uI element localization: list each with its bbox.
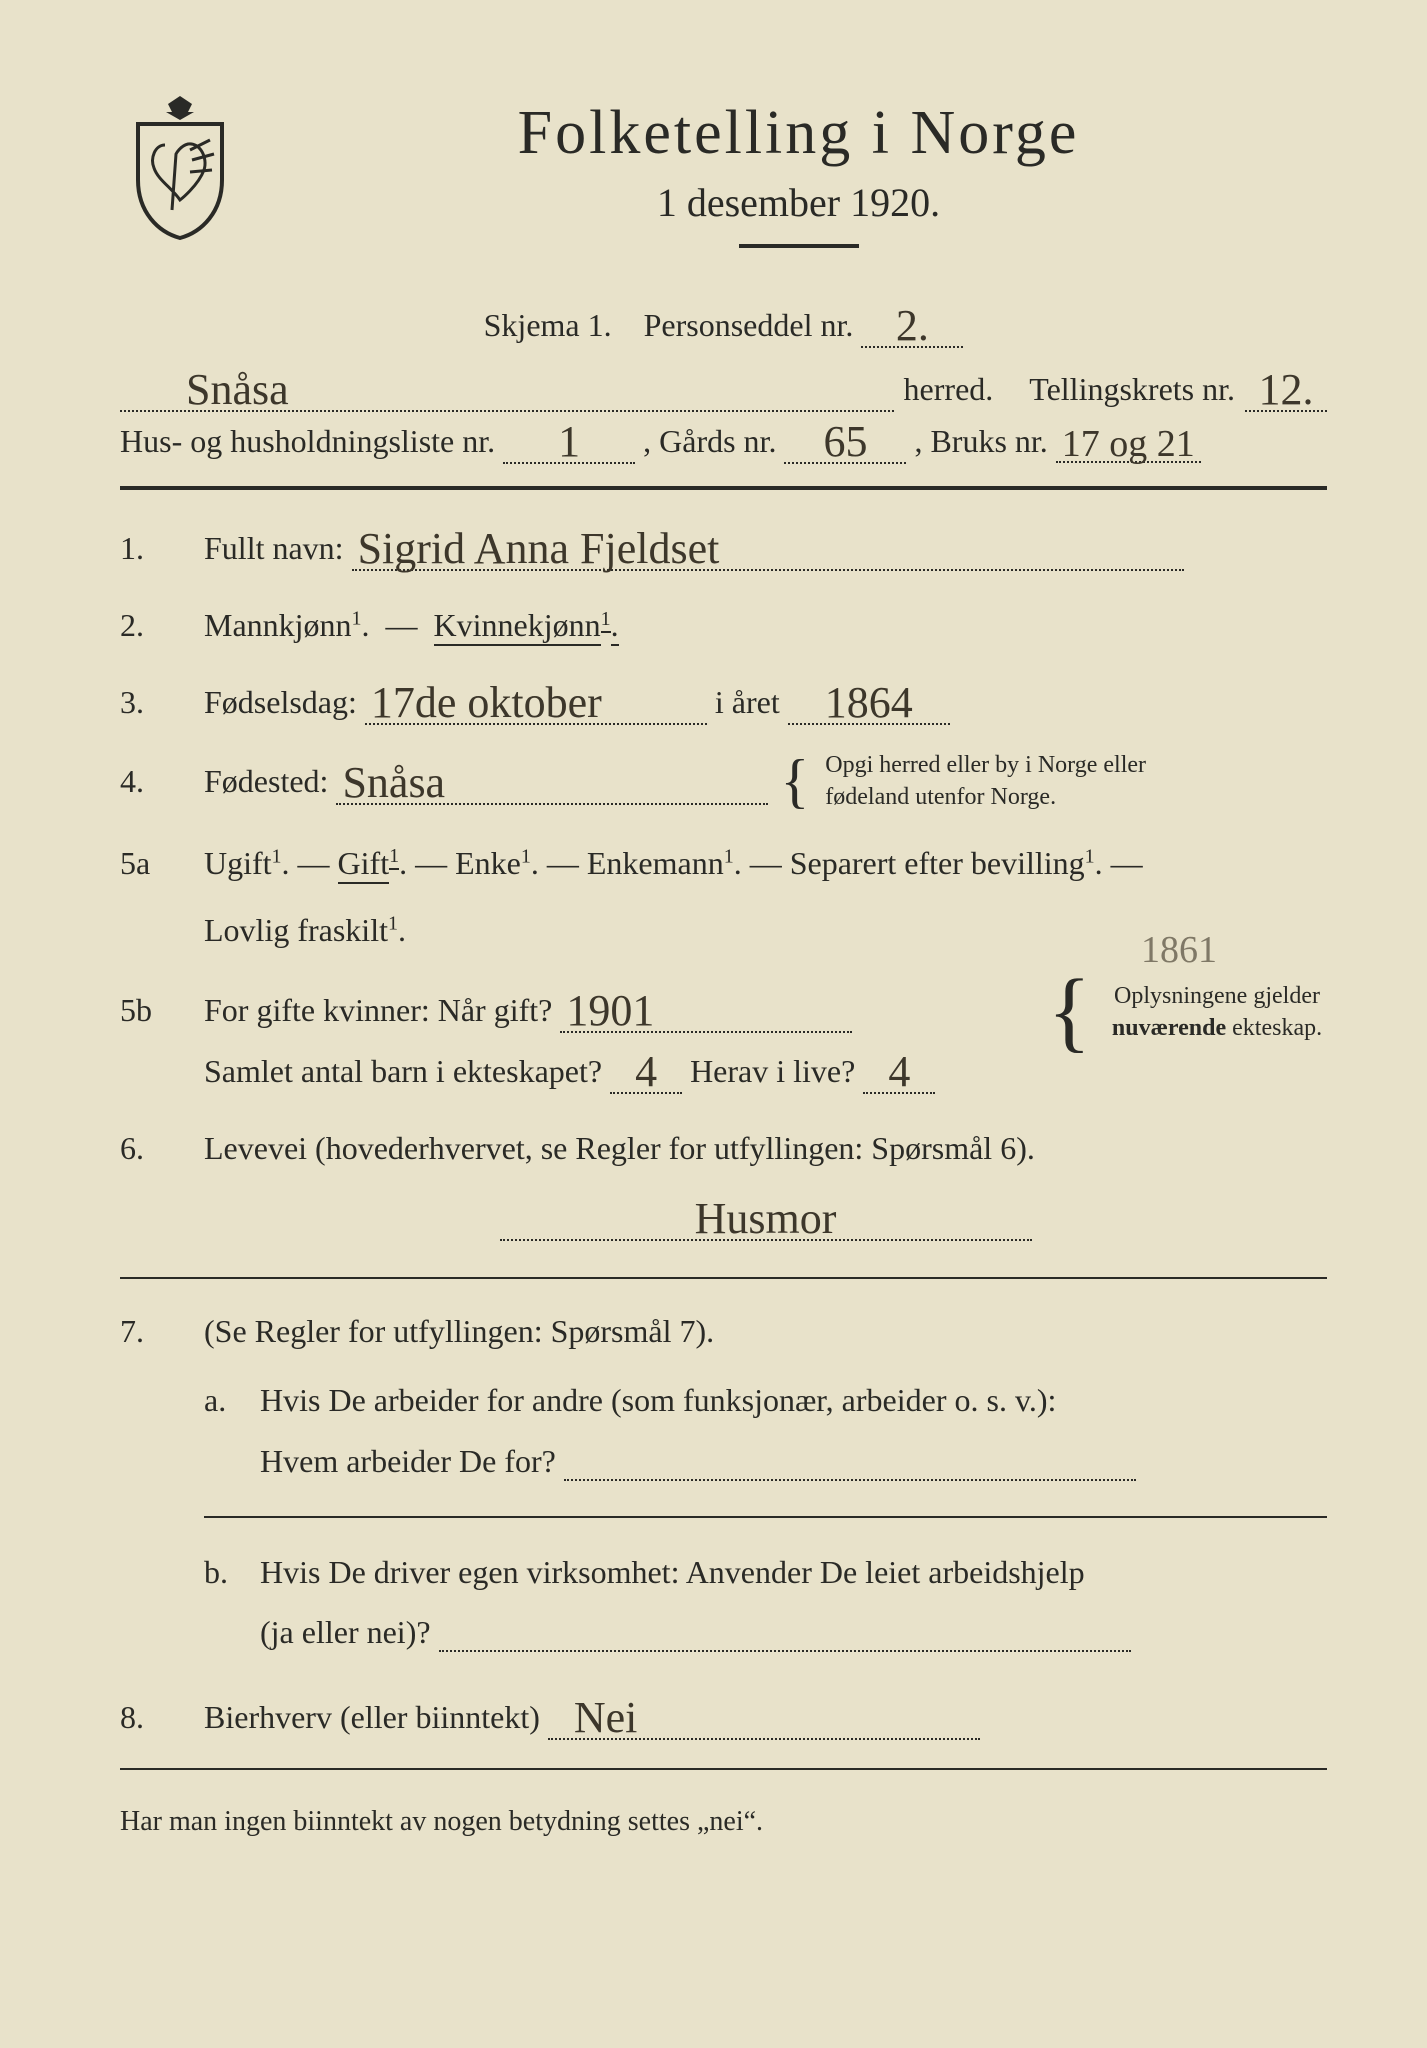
q5b-children: 4 xyxy=(635,1050,657,1094)
q3-label: Fødselsdag: xyxy=(204,684,357,720)
skjema-line: Skjema 1. Personseddel nr. 2. xyxy=(120,294,1327,356)
q3-day: 17de oktober xyxy=(371,681,602,725)
q6-num: 6. xyxy=(120,1118,178,1179)
q5b-line1a: For gifte kvinner: Når gift? xyxy=(204,992,552,1028)
herred-row: Snåsa herred. Tellingskrets nr. 12. xyxy=(120,364,1327,412)
q5b-alive: 4 xyxy=(888,1050,910,1094)
divider-thin xyxy=(120,1277,1327,1279)
q8: 8. Bierhverv (eller biinntekt) Nei xyxy=(120,1687,1327,1748)
q1-num: 1. xyxy=(120,518,178,579)
q1-value: Sigrid Anna Fjeldset xyxy=(358,527,720,571)
q5a-opt-enke: Enke xyxy=(455,845,521,881)
q5a-opt-separert: Separert efter bevilling xyxy=(790,845,1085,881)
husliste-label: Hus- og husholdningsliste nr. xyxy=(120,423,495,460)
coat-of-arms-icon xyxy=(120,90,240,240)
personseddel-nr: 2. xyxy=(896,304,929,348)
q5a-opt-fraskilt: Lovlig fraskilt xyxy=(204,912,388,948)
q6-label: Levevei (hovederhvervet, se Regler for u… xyxy=(204,1130,1035,1166)
tellingskrets-label: Tellingskrets nr. xyxy=(1029,371,1235,408)
divider-thin xyxy=(204,1516,1327,1518)
q7-label: (Se Regler for utfyllingen: Spørsmål 7). xyxy=(204,1301,1327,1362)
husliste-nr: 1 xyxy=(558,420,580,464)
q5b-note: Oplysningene gjelder nuværende ekteskap. xyxy=(1107,980,1327,1045)
q6: 6. Levevei (hovederhvervet, se Regler fo… xyxy=(120,1118,1327,1258)
bruks-label: , Bruks nr. xyxy=(914,423,1047,460)
hus-row: Hus- og husholdningsliste nr. 1 , Gårds … xyxy=(120,416,1327,464)
title-rule xyxy=(739,244,859,248)
q5b: 5b For gifte kvinner: Når gift? 1901 Sam… xyxy=(120,980,1327,1102)
q6-value: Husmor xyxy=(695,1197,837,1241)
q7-num: 7. xyxy=(120,1301,178,1362)
q7b-text1: Hvis De driver egen virksomhet: Anvender… xyxy=(260,1542,1327,1603)
q7a: a. Hvis De arbeider for andre (som funks… xyxy=(204,1370,1327,1492)
q3-num: 3. xyxy=(120,672,178,733)
header: Folketelling i Norge 1 desember 1920. xyxy=(120,90,1327,284)
q7a-letter: a. xyxy=(204,1370,240,1492)
q4-value: Snåsa xyxy=(342,761,445,805)
q8-label: Bierhverv (eller biinntekt) xyxy=(204,1699,540,1735)
q4-num: 4. xyxy=(120,751,178,812)
gards-nr: 65 xyxy=(823,420,867,464)
q7: 7. (Se Regler for utfyllingen: Spørsmål … xyxy=(120,1301,1327,1671)
q2-kvinne: Kvinnekjønn xyxy=(434,607,601,646)
personseddel-label: Personseddel nr. xyxy=(644,307,854,343)
bruks-nr: 17 og 21 xyxy=(1062,425,1195,463)
herred-value: Snåsa xyxy=(126,368,289,412)
gards-label: , Gårds nr. xyxy=(643,423,776,460)
q5b-line2b: Herav i live? xyxy=(690,1053,855,1089)
q1-label: Fullt navn: xyxy=(204,530,344,566)
q4-note: Opgi herred eller by i Norge eller fødel… xyxy=(825,749,1205,814)
q2-mann: Mannkjønn xyxy=(204,607,352,643)
q5a-opt-ugift: Ugift xyxy=(204,845,272,881)
q5b-num: 5b xyxy=(120,980,178,1041)
title-block: Folketelling i Norge 1 desember 1920. xyxy=(270,90,1327,284)
q5b-line2a: Samlet antal barn i ekteskapet? xyxy=(204,1053,602,1089)
herred-label: herred. xyxy=(904,371,994,408)
q4: 4. Fødested: Snåsa { Opgi herred eller b… xyxy=(120,749,1327,814)
annotation-year: 1861 xyxy=(1141,928,1217,972)
q5a-opt-enkemann: Enkemann xyxy=(587,845,724,881)
census-form-page: Folketelling i Norge 1 desember 1920. Sk… xyxy=(0,0,1427,2048)
q1: 1. Fullt navn: Sigrid Anna Fjeldset xyxy=(120,518,1327,579)
q7b-text2: (ja eller nei)? xyxy=(260,1614,431,1650)
q7b-letter: b. xyxy=(204,1542,240,1664)
q7b: b. Hvis De driver egen virksomhet: Anven… xyxy=(204,1542,1327,1664)
tellingskrets-nr: 12. xyxy=(1259,368,1314,412)
q2-num: 2. xyxy=(120,595,178,656)
q3: 3. Fødselsdag: 17de oktober i året 1864 xyxy=(120,672,1327,733)
q8-value: Nei xyxy=(554,1696,638,1740)
q5a-opt-gift: Gift xyxy=(338,845,390,884)
q7a-text2: Hvem arbeider De for? xyxy=(260,1443,556,1479)
divider-thin xyxy=(120,1768,1327,1770)
q5b-year: 1901 xyxy=(566,989,654,1033)
q4-label: Fødested: xyxy=(204,751,328,812)
skjema-label: Skjema 1. xyxy=(484,307,612,343)
q8-num: 8. xyxy=(120,1687,178,1748)
footnote: Har man ingen biinntekt av nogen betydni… xyxy=(120,1806,1327,1838)
q3-iaret: i året xyxy=(715,684,780,720)
divider-thick xyxy=(120,486,1327,490)
q2: 2. Mannkjønn1. — Kvinnekjønn1. xyxy=(120,595,1327,656)
q3-year: 1864 xyxy=(825,681,913,725)
page-title: Folketelling i Norge xyxy=(270,98,1327,169)
q7a-text1: Hvis De arbeider for andre (som funksjon… xyxy=(260,1370,1327,1431)
page-subtitle: 1 desember 1920. xyxy=(270,179,1327,226)
q5a-num: 5a xyxy=(120,833,178,894)
